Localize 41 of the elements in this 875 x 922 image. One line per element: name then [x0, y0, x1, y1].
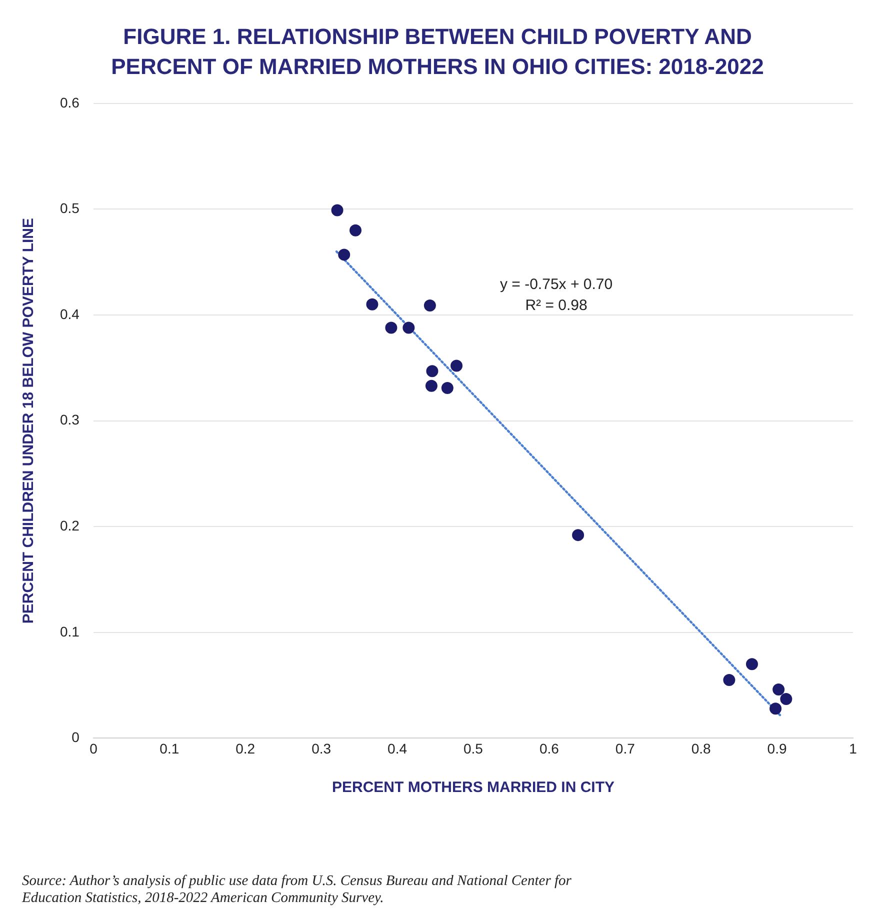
y-tick-label: 0 [72, 729, 80, 746]
chart-title: FIGURE 1. RELATIONSHIP BETWEEN CHILD POVERTY AND PERCENT OF MARRIED MOTHERS IN OHIO CITIES: 2018-2022 [110, 23, 765, 81]
point [424, 300, 436, 312]
point [338, 249, 350, 262]
y-tick-label: 0.6 [60, 94, 80, 111]
point [441, 382, 454, 394]
annotation: R² = 0.98 [525, 297, 588, 314]
x-tick-label: 0.5 [463, 740, 484, 757]
x-tick-label: 0.4 [388, 740, 408, 757]
y-tick-label: 0.5 [60, 200, 80, 216]
point [772, 684, 785, 696]
y-tick-label: 0.2 [60, 518, 80, 534]
point [331, 204, 344, 217]
x-tick-label: 0.2 [236, 740, 256, 757]
point [402, 322, 415, 334]
point [723, 674, 736, 686]
point [425, 380, 438, 392]
y-tick-label: 0.3 [60, 412, 80, 428]
y-tick-label: 0.4 [60, 306, 80, 322]
point [426, 365, 438, 378]
x-tick-label: 1 [849, 740, 858, 757]
annotation: y = -0.75x + 0.70 [500, 276, 613, 293]
point [366, 298, 378, 311]
x-tick-label: 0.7 [615, 740, 636, 757]
point [385, 322, 398, 334]
point [350, 224, 362, 237]
x-tick-label: 0.9 [767, 740, 787, 757]
y-axis-title: PERCENT CHILDREN UNDER 18 BELOW POVERTY LINE [20, 218, 38, 624]
point [770, 702, 782, 715]
point [780, 693, 792, 706]
x-tick-label: 0.3 [312, 740, 332, 757]
y-tick-label: 0.1 [60, 624, 80, 640]
point [746, 658, 758, 671]
x-axis-title: PERCENT MOTHERS MARRIED IN CITY [332, 780, 614, 797]
point [572, 529, 584, 542]
x-tick-label: 0.8 [691, 740, 712, 757]
x-tick-label: 0.6 [539, 740, 560, 757]
point [450, 360, 463, 372]
x-tick-label: 0.1 [160, 740, 180, 757]
x-tick-label: 0 [90, 740, 98, 757]
source-note: Source: Author’s analysis of public use data from U.S. Census Bureau and National Center for Education Statistics, 2018-2022 American Community Survey. [22, 873, 572, 907]
